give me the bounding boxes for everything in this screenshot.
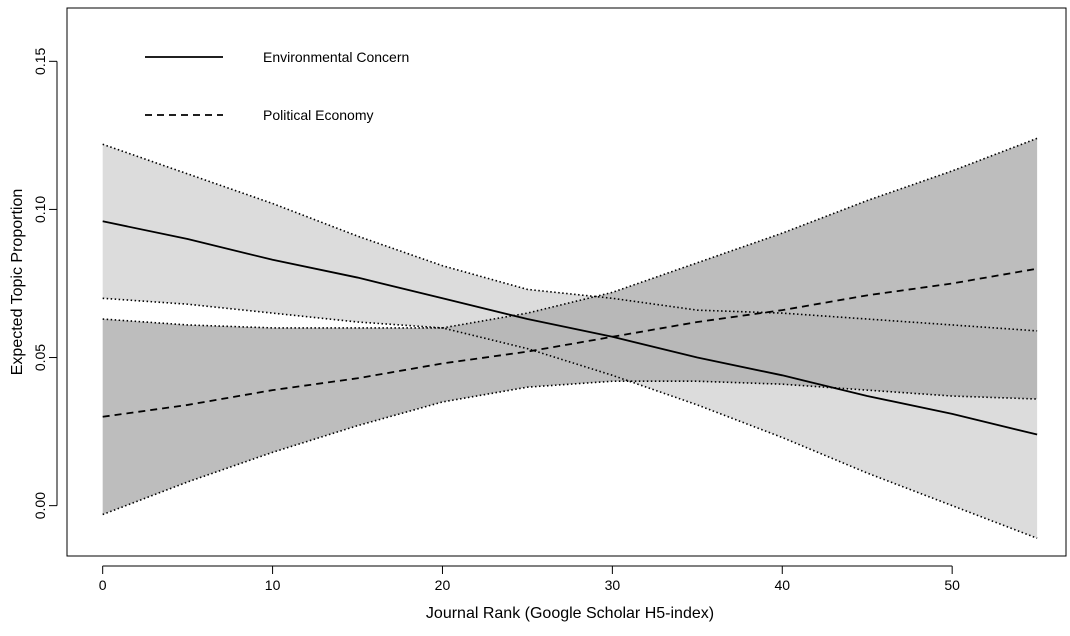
series-line-2 [102, 267, 1038, 418]
legend-label-2: Political Economy [263, 107, 374, 123]
x-axis-label: Journal Rank (Google Scholar H5-index) [426, 605, 714, 622]
x-tick-label: 40 [774, 577, 790, 593]
confidence-bands [102, 137, 1038, 539]
y-tick-label: 0.15 [32, 47, 48, 74]
x-tick-label: 0 [99, 577, 107, 593]
series-line-1 [102, 220, 1038, 436]
x-axis: 0 10 20 30 40 50 [99, 565, 960, 593]
y-tick-label: 0.10 [32, 196, 48, 223]
confidence-band-2 [102, 138, 1038, 515]
x-tick-label: 50 [944, 577, 960, 593]
x-tick-label: 10 [265, 577, 281, 593]
x-tick-label: 20 [435, 577, 451, 593]
series-lines [102, 220, 1038, 436]
y-axis-label: Expected Topic Proportion [9, 189, 26, 375]
legend: Environmental Concern Political Economy [145, 49, 409, 123]
legend-label-1: Environmental Concern [263, 49, 409, 65]
y-tick-label: 0.00 [32, 492, 48, 519]
band-upper-bound-1 [102, 143, 1038, 332]
y-axis: 0.00 0.05 0.10 0.15 [32, 47, 58, 519]
band-lower-bound-1 [102, 297, 1038, 539]
x-tick-label: 30 [605, 577, 621, 593]
plot-frame [66, 7, 1067, 557]
y-tick-label: 0.05 [32, 344, 48, 371]
